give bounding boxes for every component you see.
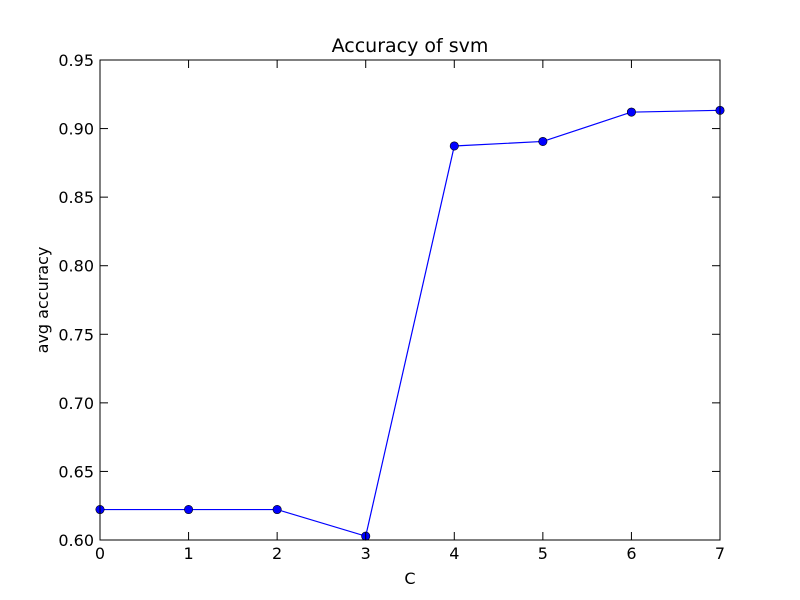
x-tick-labels: 0 1 2 3 4 5 6 7 xyxy=(95,544,725,563)
y-tick-label: 0.70 xyxy=(58,394,94,413)
x-tick-label: 4 xyxy=(449,544,459,563)
x-tick-label: 7 xyxy=(715,544,725,563)
data-point xyxy=(184,505,194,515)
plot-frame xyxy=(99,59,721,541)
y-tick-label: 0.90 xyxy=(58,120,94,139)
x-tick-label: 2 xyxy=(272,544,282,563)
x-axis-label: C xyxy=(404,569,415,588)
x-tick-label: 6 xyxy=(626,544,636,563)
y-tick-label: 0.95 xyxy=(58,51,94,70)
data-point xyxy=(538,136,548,146)
data-point xyxy=(449,141,459,151)
x-tick-label: 3 xyxy=(361,544,371,563)
plot-area xyxy=(95,59,725,541)
x-tick-label: 5 xyxy=(538,544,548,563)
chart-title: Accuracy of svm xyxy=(332,35,489,57)
y-axis-label: avg accuracy xyxy=(33,247,52,354)
x-tick-label: 1 xyxy=(183,544,193,563)
y-tick-label: 0.80 xyxy=(58,257,94,276)
y-tick-label: 0.60 xyxy=(58,531,94,550)
series-layer xyxy=(95,105,725,541)
x-tick-label: 0 xyxy=(95,544,105,563)
y-tick-label: 0.75 xyxy=(58,325,94,344)
series-line xyxy=(100,109,721,537)
data-point xyxy=(272,505,282,515)
y-tick-label: 0.65 xyxy=(58,462,94,481)
y-tick-label: 0.85 xyxy=(58,188,94,207)
y-tick-labels: 0.60 0.65 0.70 0.75 0.80 0.85 0.90 0.95 xyxy=(58,51,94,550)
data-point xyxy=(626,107,636,117)
